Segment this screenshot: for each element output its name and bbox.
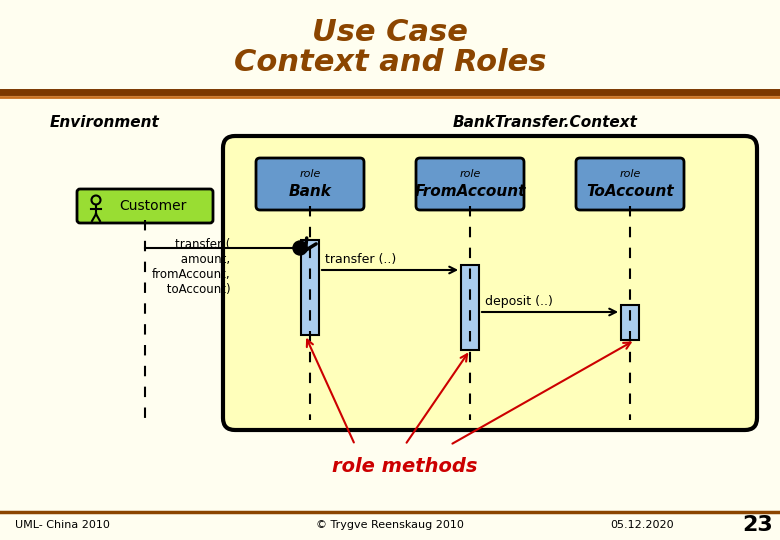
Text: role: role — [459, 169, 480, 179]
FancyBboxPatch shape — [576, 158, 684, 210]
Text: BankTransfer.Context: BankTransfer.Context — [452, 115, 637, 130]
Text: © Trygve Reenskaug 2010: © Trygve Reenskaug 2010 — [316, 520, 464, 530]
Text: transfer (..): transfer (..) — [325, 253, 396, 266]
FancyBboxPatch shape — [256, 158, 364, 210]
Text: role methods: role methods — [332, 457, 477, 476]
Text: 05.12.2020: 05.12.2020 — [610, 520, 674, 530]
Bar — [621, 305, 639, 340]
FancyBboxPatch shape — [416, 158, 524, 210]
Text: 23: 23 — [743, 515, 774, 535]
Text: Context and Roles: Context and Roles — [234, 48, 546, 77]
Text: role: role — [619, 169, 640, 179]
Bar — [461, 265, 479, 350]
Text: Customer: Customer — [119, 199, 186, 213]
Text: UML- China 2010: UML- China 2010 — [15, 520, 110, 530]
Text: deposit (..): deposit (..) — [485, 295, 553, 308]
Text: transfer (
     amount,
fromAccount,
 toAccount): transfer ( amount, fromAccount, toAccoun… — [152, 238, 231, 296]
Bar — [301, 240, 319, 335]
Text: Use Case: Use Case — [312, 18, 468, 47]
Text: Environment: Environment — [50, 115, 160, 130]
FancyBboxPatch shape — [223, 136, 757, 430]
FancyBboxPatch shape — [77, 189, 213, 223]
Circle shape — [293, 241, 307, 255]
Text: FromAccount: FromAccount — [414, 184, 526, 199]
Text: Bank: Bank — [289, 184, 332, 199]
Text: ToAccount: ToAccount — [587, 184, 674, 199]
Text: role: role — [300, 169, 321, 179]
